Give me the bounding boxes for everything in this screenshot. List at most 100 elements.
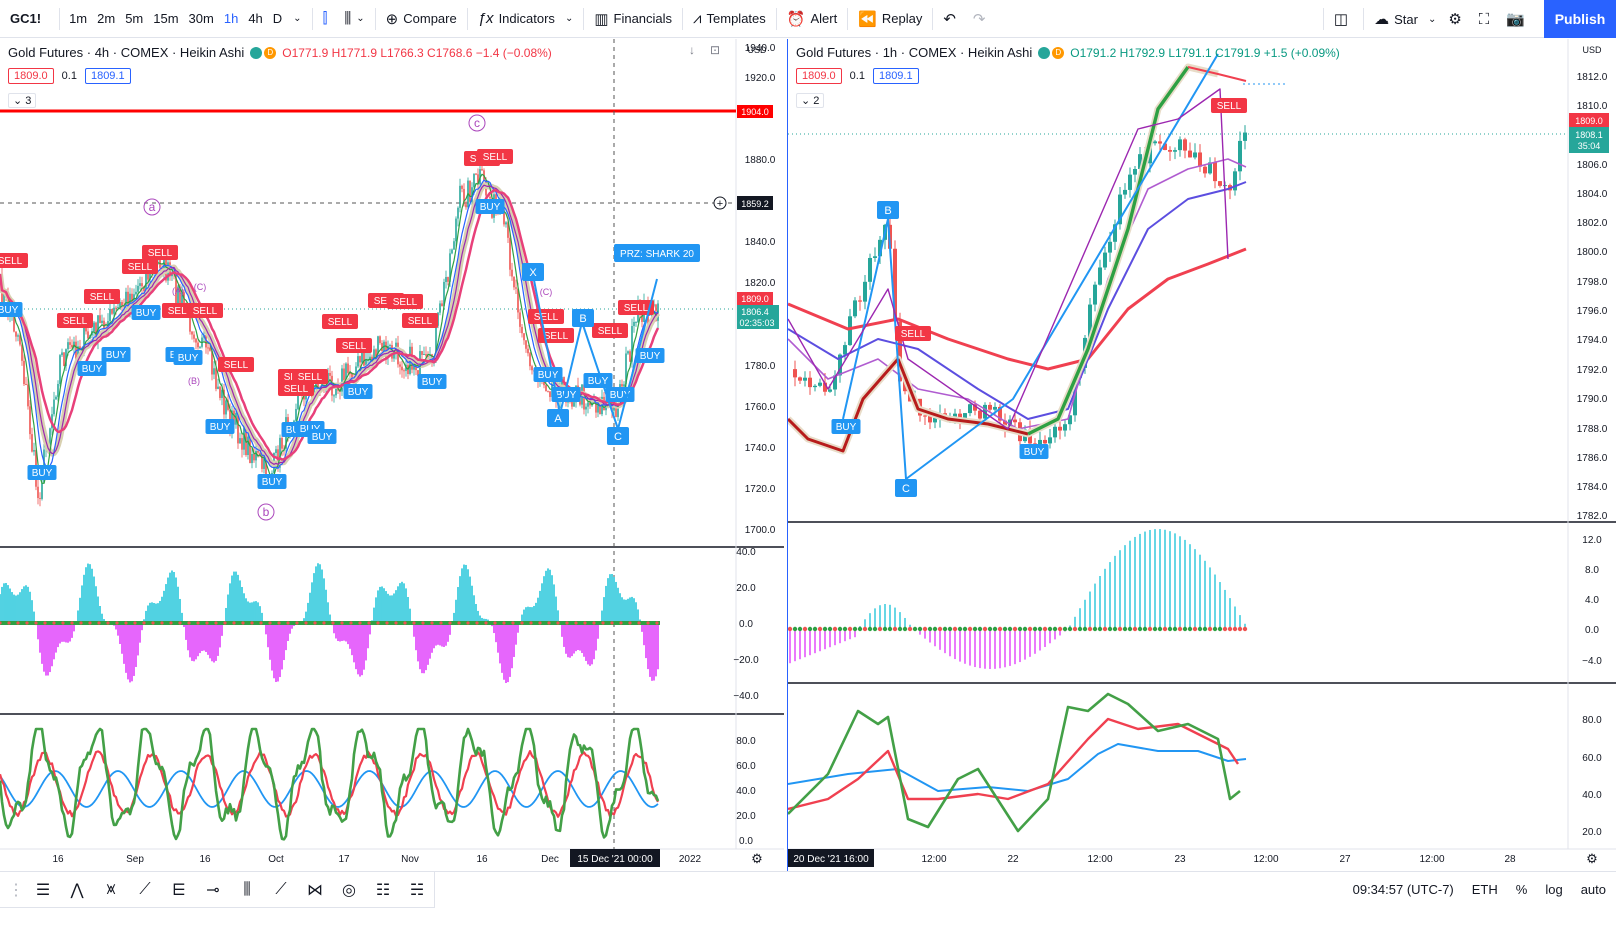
- interval-2m[interactable]: 2m: [97, 11, 116, 26]
- horizontal-ray-icon[interactable]: ⊸: [206, 881, 220, 899]
- undo-button[interactable]: ↶: [937, 0, 967, 38]
- bid-price[interactable]: 1809.0: [796, 68, 842, 84]
- right-chart-canvas[interactable]: 1812.0 1810.0 1806.0 1804.0 1802.0 1800.0 1798…: [788, 39, 1616, 871]
- buy-signal[interactable]: BUY: [178, 353, 199, 364]
- sell-signal[interactable]: SELL: [328, 317, 353, 328]
- buy-signal[interactable]: BUY: [312, 432, 333, 443]
- buy-signal[interactable]: BUY: [588, 376, 609, 387]
- pattern-point[interactable]: B: [884, 205, 891, 217]
- snapshot-button[interactable]: 📷: [1500, 0, 1536, 38]
- bid-price[interactable]: 1809.0: [8, 68, 54, 84]
- sell-signal[interactable]: SELL: [544, 331, 569, 342]
- interval-4h[interactable]: 4h: [248, 11, 263, 26]
- wave-label[interactable]: (A): [172, 286, 184, 296]
- buy-signal[interactable]: BUY: [262, 477, 283, 488]
- replay-button[interactable]: ⏪ Replay: [852, 0, 928, 38]
- sell-signal[interactable]: SELL: [624, 303, 649, 314]
- left-bid-ask[interactable]: 1809.0 0.1 1809.1: [8, 68, 131, 84]
- templates-button[interactable]: ⩘ Templates: [687, 0, 772, 38]
- price-range-icon[interactable]: ☷: [375, 881, 391, 899]
- indicator-collapse-button[interactable]: ⌄ 3: [8, 93, 37, 108]
- symbol-search[interactable]: GC1!: [10, 11, 42, 26]
- buy-signal[interactable]: BUY: [348, 387, 369, 398]
- left-title[interactable]: Gold Futures · 4h · COMEX · Heikin Ashi: [8, 45, 245, 60]
- sell-signal[interactable]: SELL: [1217, 101, 1242, 112]
- buy-signal[interactable]: BUY: [106, 350, 127, 361]
- currency-label[interactable]: USD: [1582, 45, 1602, 55]
- currency-label[interactable]: USD: [747, 45, 767, 55]
- right-chart[interactable]: 1812.0 1810.0 1806.0 1804.0 1802.0 1800.0 1798…: [787, 39, 1616, 871]
- redo-button[interactable]: ↷: [967, 0, 997, 38]
- interval-30m[interactable]: 30m: [188, 11, 214, 26]
- left-chart-canvas[interactable]: 1940.01920.01880.01840.01820.01780.01760…: [0, 39, 784, 871]
- left-chart[interactable]: 1940.0 1920.0 1880.0 1840.0 1820.0 1780.0 1760…: [0, 39, 784, 871]
- gear-icon[interactable]: ⚙: [1586, 851, 1598, 866]
- buy-signal[interactable]: BUY: [210, 422, 231, 433]
- trend-line-icon[interactable]: ⟋: [139, 880, 151, 898]
- buy-signal[interactable]: BUY: [836, 422, 857, 433]
- wave-label[interactable]: c: [474, 116, 480, 130]
- financials-button[interactable]: ▥ Financials: [588, 0, 678, 38]
- indicators-button[interactable]: ƒx Indicators ⌄: [472, 0, 580, 38]
- pattern-point[interactable]: C: [614, 431, 622, 443]
- sell-signal[interactable]: SELL: [483, 152, 508, 163]
- clock-time[interactable]: 09:34:57 (UTC-7): [1352, 882, 1454, 897]
- interval-1h[interactable]: 1h: [223, 11, 239, 26]
- sell-signal[interactable]: SELL: [128, 262, 153, 273]
- sell-signal[interactable]: SELL: [0, 256, 23, 267]
- sell-signal[interactable]: SELL: [534, 312, 559, 323]
- fib-retracement-icon[interactable]: ☰: [35, 881, 51, 899]
- buy-signal[interactable]: BUY: [32, 468, 53, 479]
- ray-icon[interactable]: ⟋: [275, 880, 287, 898]
- right-title[interactable]: Gold Futures · 1h · COMEX · Heikin Ashi: [796, 45, 1033, 60]
- sell-signal[interactable]: SELL: [598, 326, 623, 337]
- sell-signal[interactable]: SELL: [284, 384, 309, 395]
- long-position-icon[interactable]: ⫼: [243, 880, 251, 898]
- sell-signal[interactable]: SELL: [193, 306, 218, 317]
- sell-signal[interactable]: SELL: [901, 329, 926, 340]
- sell-signal[interactable]: SELL: [168, 306, 193, 317]
- buy-signal[interactable]: BUY: [422, 377, 443, 388]
- chevron-down-icon[interactable]: ⌄: [293, 13, 302, 24]
- pattern-point[interactable]: B: [579, 313, 586, 325]
- sell-signal[interactable]: SELL: [342, 341, 367, 352]
- buy-signal[interactable]: BUY: [480, 202, 501, 213]
- alert-button[interactable]: ⏰ Alert: [781, 0, 843, 38]
- gear-icon[interactable]: ⚙: [751, 851, 763, 866]
- fullscreen-button[interactable]: ⛶: [1473, 0, 1501, 38]
- buy-signal[interactable]: BUY: [556, 390, 577, 401]
- wave-label[interactable]: (C): [194, 282, 207, 292]
- wave-label[interactable]: (B): [188, 376, 200, 386]
- elliott-wave-icon[interactable]: ⩙: [106, 880, 116, 898]
- prz-label[interactable]: PRZ: SHARK 20: [620, 249, 694, 260]
- ask-price[interactable]: 1809.1: [872, 68, 919, 84]
- interval-1m[interactable]: 1m: [69, 11, 88, 26]
- sell-signal[interactable]: SELL: [224, 360, 249, 371]
- sell-signal[interactable]: SELL: [63, 316, 88, 327]
- layout-button[interactable]: ◫: [1328, 0, 1359, 38]
- settings-button[interactable]: ⚙: [1442, 0, 1472, 38]
- wave-label[interactable]: b: [263, 505, 270, 519]
- bar-style-button[interactable]: ⫿: [317, 0, 339, 38]
- ask-price[interactable]: 1809.1: [84, 68, 131, 84]
- chart-type-button[interactable]: ⫼ ⌄: [338, 0, 370, 38]
- sell-signal[interactable]: SELL: [393, 297, 418, 308]
- add-alert-icon[interactable]: [713, 196, 727, 210]
- buy-signal[interactable]: BUY: [1024, 447, 1045, 458]
- abcd-pattern-icon[interactable]: ⋀: [70, 881, 84, 899]
- xabcd-pattern-icon[interactable]: ⋈: [307, 881, 323, 899]
- pattern-point[interactable]: A: [554, 413, 562, 425]
- grip-icon[interactable]: ⋮: [8, 881, 24, 899]
- buy-signal[interactable]: BUY: [136, 308, 157, 319]
- download-icon[interactable]: ↓: [689, 43, 695, 57]
- compare-button[interactable]: ⊕ Compare: [380, 0, 463, 38]
- interval-D[interactable]: D: [272, 11, 283, 26]
- indicator-collapse-button[interactable]: ⌄ 2: [796, 93, 825, 108]
- sell-signal[interactable]: SELL: [298, 372, 323, 383]
- buy-signal[interactable]: BUY: [610, 390, 631, 401]
- buy-signal[interactable]: BUY: [82, 364, 103, 375]
- sell-signal[interactable]: SELL: [148, 248, 173, 259]
- publish-button[interactable]: Publish: [1544, 0, 1616, 38]
- parallel-channel-icon[interactable]: ⋿: [172, 881, 186, 899]
- sell-signal[interactable]: SELL: [90, 292, 115, 303]
